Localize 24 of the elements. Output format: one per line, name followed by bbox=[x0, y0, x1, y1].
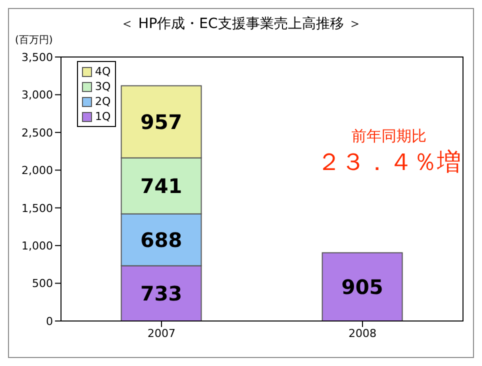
data-label: 957 bbox=[140, 110, 182, 134]
data-label: 688 bbox=[140, 228, 182, 252]
data-label: 905 bbox=[341, 274, 384, 299]
x-tick-label: 2008 bbox=[348, 326, 376, 340]
y-tick-label: 2,500 bbox=[22, 126, 53, 140]
y-tick-label: 0 bbox=[46, 314, 53, 328]
y-tick-label: 500 bbox=[32, 277, 53, 290]
data-label: 741 bbox=[140, 174, 182, 198]
y-tick-label: 3,500 bbox=[22, 50, 53, 64]
annotation: 前年同期比 bbox=[350, 127, 428, 146]
legend-label: 3Q bbox=[95, 79, 111, 94]
bar bbox=[322, 252, 403, 321]
y-tick-label: 2,000 bbox=[22, 164, 53, 178]
y-tick-label: 1,000 bbox=[22, 239, 53, 252]
annotation: ２３．４％増 bbox=[316, 147, 462, 178]
y-tick-label: 3,000 bbox=[22, 88, 53, 102]
data-label: 733 bbox=[140, 281, 182, 306]
legend-label: 2Q bbox=[95, 94, 111, 109]
y-tick-label: 1,500 bbox=[22, 202, 53, 215]
chart-title: ＜ HP作成・EC支援事業売上高推移 ＞ bbox=[118, 15, 364, 33]
y-axis-title: (百万円) bbox=[15, 34, 53, 47]
legend-label: 4Q bbox=[95, 64, 111, 79]
x-tick-label: 2007 bbox=[148, 326, 176, 340]
legend-label: 1Q bbox=[95, 109, 111, 124]
